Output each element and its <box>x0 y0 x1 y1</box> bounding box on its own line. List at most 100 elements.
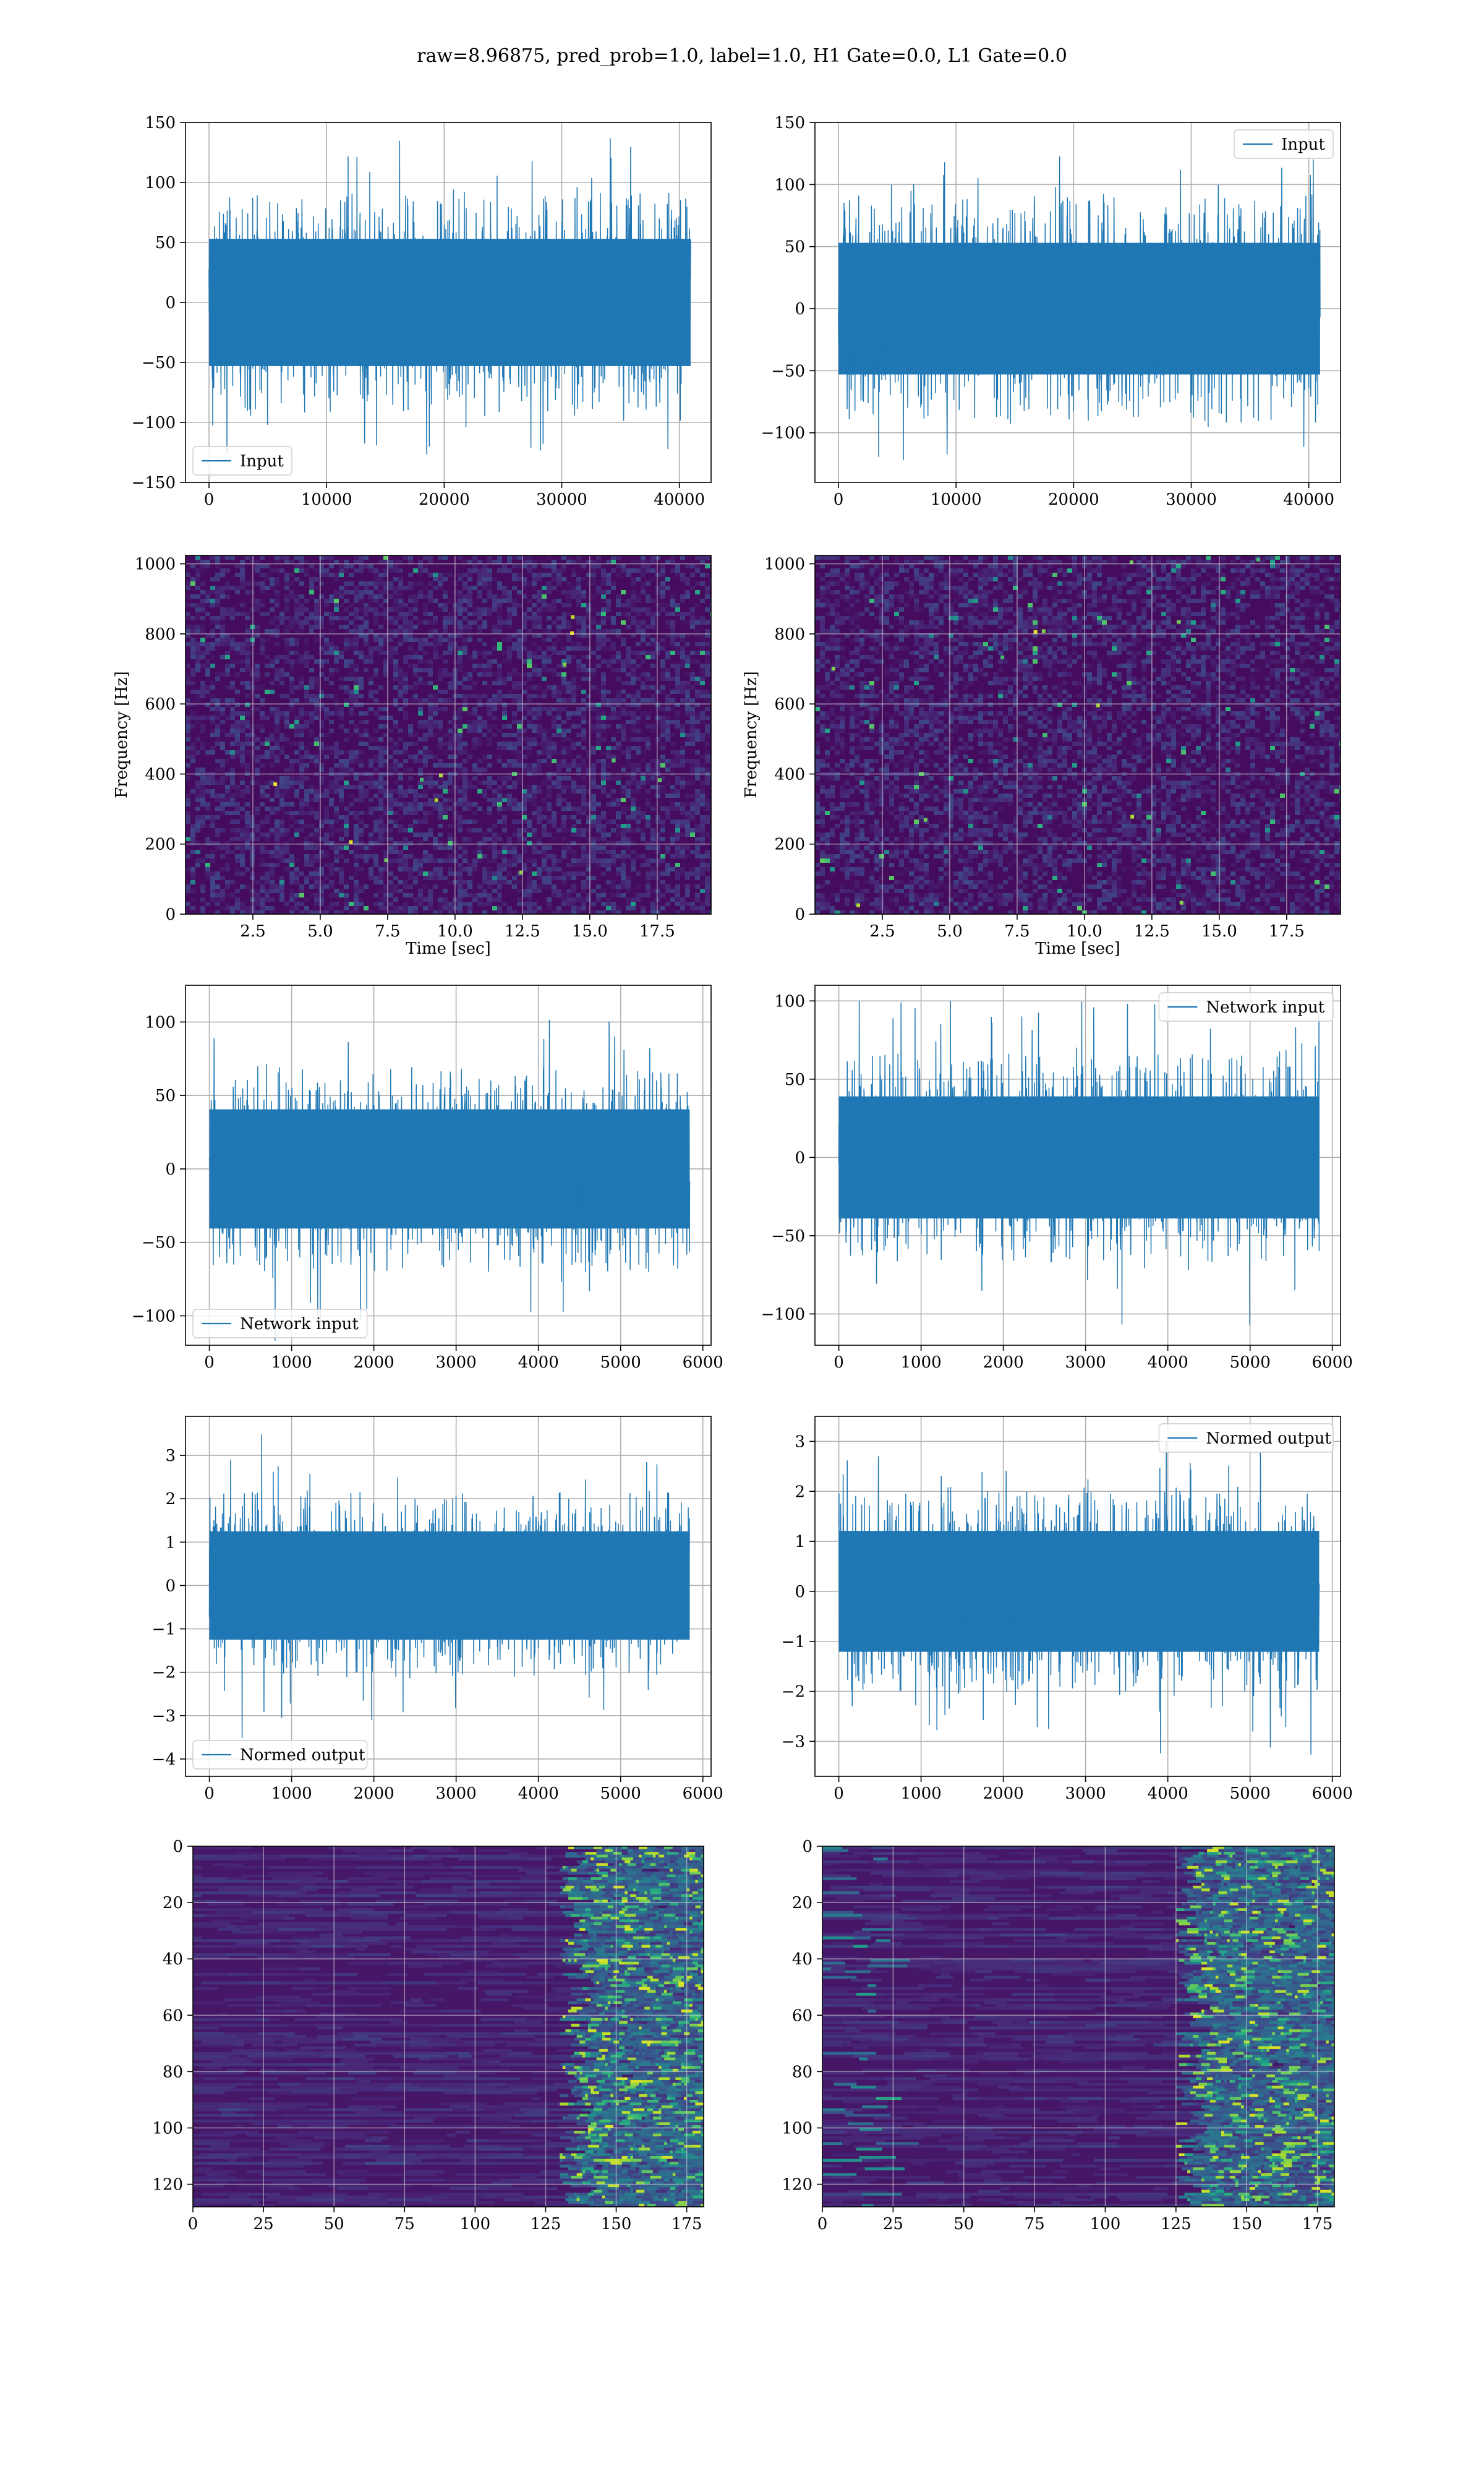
heatmap-cell <box>472 828 477 833</box>
heatmap-cell <box>378 716 383 720</box>
heatmap-cell <box>235 828 240 833</box>
heatmap-cell <box>621 854 626 858</box>
heatmap-cell <box>186 815 190 820</box>
heatmap-cell <box>433 573 438 577</box>
heatmap-cell <box>968 560 973 564</box>
heatmap-cell <box>591 802 596 807</box>
heatmap-cell <box>220 763 225 768</box>
heatmap-cell <box>606 802 611 807</box>
heatmap-cell <box>225 776 230 781</box>
heatmap-cell <box>552 893 556 897</box>
heatmap-cell <box>705 854 710 858</box>
heatmap-cell <box>205 603 210 607</box>
heatmap-cell <box>710 638 711 642</box>
heatmap-cell <box>210 850 215 854</box>
heatmap-cell <box>665 720 670 724</box>
heatmap-cell <box>393 594 398 599</box>
heatmap-cell <box>195 807 200 811</box>
heatmap-cell <box>433 807 438 811</box>
figure-suptitle: raw=8.96875, pred_prob=1.0, label=1.0, H… <box>417 45 1067 67</box>
heatmap-cell <box>319 889 324 893</box>
heatmap-cell <box>586 655 591 659</box>
heatmap-cell <box>1260 564 1265 568</box>
heatmap-cell <box>532 633 537 638</box>
heatmap-cell <box>458 802 463 807</box>
heatmap-cell <box>378 815 383 820</box>
heatmap-cell <box>566 625 571 629</box>
heatmap-cell <box>680 690 685 694</box>
heatmap-cell <box>601 763 606 768</box>
heatmap-cell <box>344 833 349 837</box>
heatmap-cell <box>359 629 364 633</box>
heatmap-cell <box>646 841 650 845</box>
heatmap-cell <box>502 746 507 750</box>
heatmap-cell <box>492 577 497 581</box>
heatmap-cell <box>477 573 482 577</box>
heatmap-cell <box>433 858 438 863</box>
heatmap-cell <box>329 729 334 733</box>
heatmap-cell <box>324 884 329 889</box>
heatmap-panel-r1c0: 2.5 5.0 7.5 10.0 12.5 15.0 17.5020040060080010… <box>113 555 712 958</box>
heatmap-cell <box>690 867 695 871</box>
heatmap-cell <box>413 858 418 863</box>
heatmap-cell <box>472 746 477 750</box>
heatmap-cell <box>1072 564 1077 568</box>
heatmap-cell <box>299 581 304 586</box>
heatmap-cell <box>354 897 359 902</box>
heatmap-cell <box>329 880 334 884</box>
heatmap-cell <box>571 850 576 854</box>
heatmap-cell <box>660 577 665 581</box>
heatmap-cell <box>581 768 586 772</box>
heatmap-cell <box>250 837 255 841</box>
heatmap-cell <box>423 854 428 858</box>
heatmap-cell <box>576 560 581 564</box>
heatmap-cell <box>636 871 641 876</box>
heatmap-cell <box>532 902 537 906</box>
heatmap-cell <box>556 759 561 763</box>
heatmap-cell <box>324 711 329 716</box>
heatmap-cell <box>388 820 393 824</box>
heatmap-cell <box>596 737 601 742</box>
heatmap-cell <box>705 659 710 664</box>
heatmap-cell <box>850 564 855 568</box>
heatmap-cell <box>225 642 230 646</box>
heatmap-cell <box>329 612 334 616</box>
heatmap-cell <box>378 577 383 581</box>
heatmap-cell <box>433 876 438 880</box>
heatmap-cell <box>284 629 289 633</box>
heatmap-cell <box>586 897 591 902</box>
heatmap-cell <box>566 646 571 651</box>
heatmap-cell <box>482 833 487 837</box>
heatmap-cell <box>586 850 591 854</box>
heatmap-cell <box>299 603 304 607</box>
heatmap-cell <box>695 794 700 798</box>
heatmap-cell <box>408 876 413 880</box>
heatmap-hot-pixel <box>273 782 278 786</box>
heatmap-cell <box>606 590 611 594</box>
heatmap-cell <box>186 677 190 681</box>
heatmap-cell <box>601 858 606 863</box>
heatmap-cell <box>675 603 680 607</box>
heatmap-cell <box>487 729 492 733</box>
heatmap-cell <box>482 577 487 581</box>
heatmap-cell <box>314 815 319 820</box>
heatmap-cell <box>349 876 354 880</box>
heatmap-cell <box>388 863 393 867</box>
heatmap-cell <box>705 655 710 659</box>
heatmap-cell <box>1161 564 1166 568</box>
heatmap-cell <box>393 820 398 824</box>
heatmap-cell <box>710 850 711 854</box>
heatmap-cell <box>487 798 492 802</box>
heatmap-cell <box>547 750 552 755</box>
heatmap-cell <box>1270 560 1275 564</box>
heatmap-cell <box>270 690 275 694</box>
heatmap-cell <box>418 638 423 642</box>
heatmap-cell <box>517 672 522 677</box>
heatmap-cell <box>675 750 680 755</box>
heatmap-cell <box>398 577 403 581</box>
heatmap-cell <box>443 733 448 737</box>
heatmap-cell <box>477 607 482 612</box>
heatmap-cell <box>294 720 299 724</box>
heatmap-cell <box>393 633 398 638</box>
heatmap-cell <box>265 629 270 633</box>
